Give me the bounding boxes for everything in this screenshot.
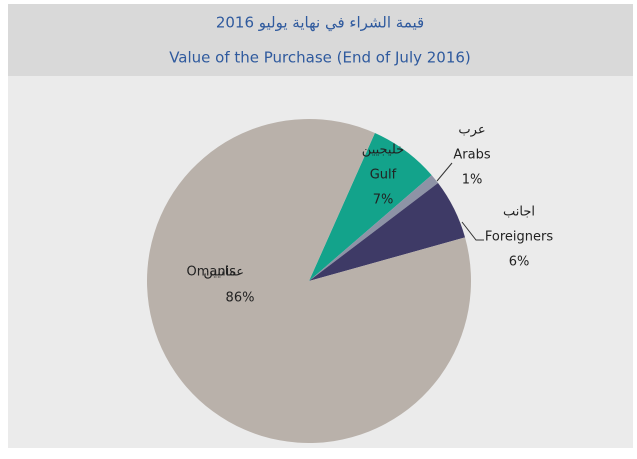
slice-label: Gulf: [370, 168, 397, 183]
slice-label-ar: اجانب: [503, 205, 535, 220]
leader-line: [461, 221, 484, 241]
header-band: [8, 4, 633, 76]
slice-label: Arabs: [453, 148, 490, 163]
value-label: 7%: [373, 193, 394, 208]
pie-slice: [147, 118, 472, 443]
slice-label-ar: خليجيين: [362, 143, 404, 158]
value-label: 86%: [226, 291, 255, 306]
value-label: 6%: [509, 255, 530, 270]
pie-slice: [309, 183, 466, 281]
slice-label: Omanis: [187, 265, 237, 280]
slice-label-ar: عرب: [458, 123, 485, 138]
chart-title: قيمة الشراء في نهاية يوليو 2016: [216, 14, 424, 33]
value-label: 1%: [462, 173, 483, 188]
chart-subtitle: Value of the Purchase (End of July 2016): [169, 49, 471, 67]
pie-slice: [309, 175, 439, 281]
slice-label-ar: عمانيين: [203, 265, 244, 280]
leader-line: [436, 162, 453, 182]
slice-label: Foreigners: [485, 230, 553, 245]
pie-slice: [309, 133, 432, 281]
